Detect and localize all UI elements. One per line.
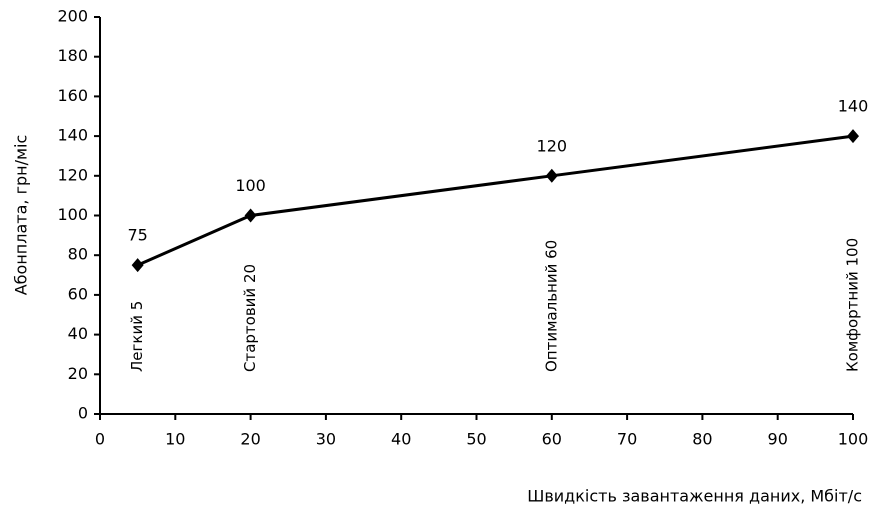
marker xyxy=(244,208,257,223)
x-tick-label: 10 xyxy=(165,430,185,449)
data-label: 140 xyxy=(838,97,869,116)
point-label: Стартовий 20 xyxy=(241,264,259,372)
marker xyxy=(545,168,558,183)
y-tick-label: 0 xyxy=(78,404,88,423)
y-tick-label: 20 xyxy=(68,364,88,383)
marker xyxy=(131,258,144,273)
x-tick-label: 0 xyxy=(95,430,105,449)
data-label: 75 xyxy=(127,226,147,245)
y-tick-label: 140 xyxy=(57,126,88,145)
marker xyxy=(847,129,859,144)
data-label: 120 xyxy=(537,136,568,155)
x-tick-label: 90 xyxy=(768,430,788,449)
series-line xyxy=(137,134,854,267)
data-label: 100 xyxy=(235,176,266,195)
y-tick-label: 40 xyxy=(68,324,88,343)
y-tick-label: 160 xyxy=(57,86,88,105)
x-tick-label: 80 xyxy=(692,430,712,449)
x-axis-label: Швидкість завантаження даних, Мбіт/с xyxy=(527,487,862,506)
point-label: Комфортний 100 xyxy=(844,238,862,372)
x-tick-label: 60 xyxy=(542,430,562,449)
y-tick-label: 100 xyxy=(57,205,88,224)
y-axis-label: Абонплата, грн/міс xyxy=(12,135,31,296)
y-tick-label: 200 xyxy=(57,7,88,26)
point-label: Оптимальний 60 xyxy=(542,240,560,372)
x-tick-label: 50 xyxy=(466,430,486,449)
x-tick-label: 30 xyxy=(316,430,336,449)
y-tick-label: 180 xyxy=(57,46,88,65)
x-tick-label: 70 xyxy=(617,430,637,449)
x-tick-label: 20 xyxy=(240,430,260,449)
y-tick-label: 120 xyxy=(57,165,88,184)
x-tick-label: 100 xyxy=(838,430,869,449)
point-label: Легкий 5 xyxy=(128,301,146,372)
x-tick-label: 40 xyxy=(391,430,411,449)
y-tick-label: 60 xyxy=(68,284,88,303)
y-tick-label: 80 xyxy=(68,245,88,264)
